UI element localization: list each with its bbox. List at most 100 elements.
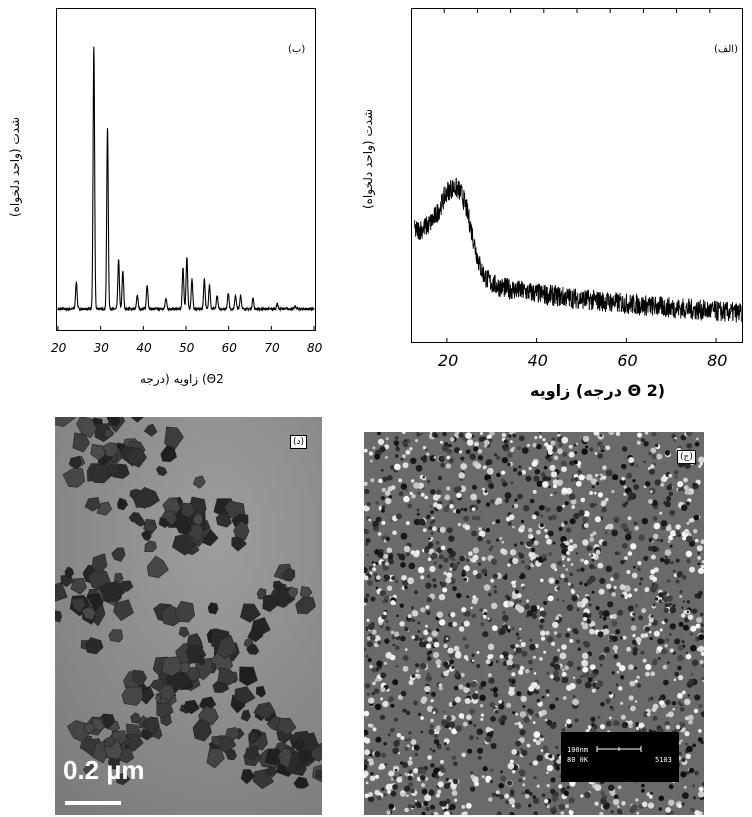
- sem-grain: [695, 623, 701, 629]
- sem-grain: [611, 529, 618, 537]
- sem-grain: [660, 639, 665, 644]
- sem-grain: [527, 744, 531, 748]
- sem-grain: [532, 655, 536, 659]
- sem-grain: [435, 659, 442, 665]
- sem-grain: [437, 476, 443, 481]
- sem-grain: [605, 469, 613, 477]
- sem-grain: [615, 683, 619, 687]
- sem-grain: [668, 784, 674, 790]
- sem-grain: [665, 713, 669, 717]
- sem-grain: [448, 727, 452, 730]
- tem-particle: [211, 735, 222, 748]
- sem-grain: [411, 610, 419, 617]
- sem-grain: [475, 573, 482, 580]
- sem-grain: [628, 664, 634, 670]
- sem-grain: [514, 580, 517, 583]
- sem-grain: [538, 624, 544, 630]
- sem-grain: [474, 781, 479, 787]
- sem-grain: [451, 755, 457, 761]
- sem-grain: [509, 601, 515, 607]
- sem-grain: [508, 797, 515, 805]
- sem-grain: [405, 521, 410, 526]
- sem-grain: [627, 593, 632, 598]
- sem-grain: [675, 558, 680, 563]
- sem-grain: [536, 443, 542, 450]
- sem-grain: [373, 635, 381, 642]
- sem-grain: [521, 749, 528, 757]
- sem-grain: [454, 696, 461, 703]
- sem-grain: [523, 716, 530, 723]
- sem-grain: [665, 725, 671, 730]
- sem-grain: [381, 520, 386, 525]
- sem-grain: [440, 545, 446, 551]
- sem-grain: [568, 451, 575, 458]
- sem-grain: [589, 628, 595, 635]
- sem-grain: [367, 641, 373, 648]
- tem-particle: [156, 702, 174, 718]
- sem-grain: [385, 620, 389, 623]
- tem-particle: [192, 513, 203, 526]
- sem-grain: [512, 557, 519, 564]
- sem-grain: [660, 520, 668, 527]
- sem-grain: [641, 727, 647, 732]
- sem-grain: [477, 535, 483, 542]
- sem-grain: [431, 630, 438, 637]
- sem-grain: [528, 791, 533, 796]
- sem-grain: [594, 784, 602, 791]
- tem-particle: [160, 604, 183, 627]
- tem-particle: [281, 568, 296, 582]
- sem-grain: [613, 516, 620, 523]
- sem-grain: [551, 795, 559, 802]
- sem-grain: [683, 477, 688, 483]
- sem-grain: [619, 479, 626, 486]
- sem-grain: [561, 676, 569, 684]
- sem-grain: [672, 569, 676, 573]
- sem-grain: [382, 564, 389, 571]
- sem-grain: [364, 597, 369, 603]
- sem-grain: [514, 652, 517, 656]
- sem-grain: [383, 554, 389, 559]
- sem-grain: [700, 612, 704, 617]
- sem-grain: [680, 739, 683, 742]
- sem-grain: [489, 654, 494, 659]
- sem-grain: [566, 785, 570, 790]
- sem-grain: [374, 688, 380, 694]
- sem-grain: [461, 752, 467, 758]
- sem-grain: [460, 456, 465, 461]
- sem-grain: [491, 625, 498, 631]
- sem-grain: [461, 716, 465, 720]
- sem-grain: [522, 783, 526, 787]
- sem-grain: [681, 690, 686, 695]
- sem-grain: [652, 583, 659, 590]
- sem-grain: [379, 590, 386, 597]
- sem-grain: [369, 571, 373, 575]
- sem-grain: [601, 540, 608, 547]
- sem-grain: [698, 704, 703, 709]
- sem-grain: [489, 688, 493, 691]
- sem-grain: [597, 631, 604, 638]
- sem-grain: [686, 501, 690, 506]
- sem-grain: [681, 640, 685, 643]
- sem-grain: [632, 612, 636, 616]
- sem-grain: [530, 547, 536, 553]
- sem-grain: [658, 599, 663, 604]
- sem-grain: [669, 510, 675, 516]
- sem-grain: [485, 736, 492, 743]
- sem-grain: [648, 729, 653, 733]
- sem-grain: [690, 807, 695, 813]
- sem-grain: [489, 432, 495, 436]
- sem-grain: [423, 629, 429, 636]
- sem-grain: [679, 595, 683, 598]
- sem-grain: [443, 710, 446, 713]
- sem-grain: [565, 527, 572, 533]
- sem-grain: [562, 696, 567, 700]
- sem-grain: [508, 434, 512, 438]
- sem-grain: [583, 510, 590, 517]
- sem-grain: [546, 538, 552, 545]
- sem-grain: [449, 437, 455, 442]
- sem-grain: [365, 654, 369, 658]
- sem-grain: [699, 659, 704, 664]
- sem-grain: [482, 487, 485, 491]
- sem-grain: [402, 655, 409, 661]
- sem-grain: [430, 763, 435, 768]
